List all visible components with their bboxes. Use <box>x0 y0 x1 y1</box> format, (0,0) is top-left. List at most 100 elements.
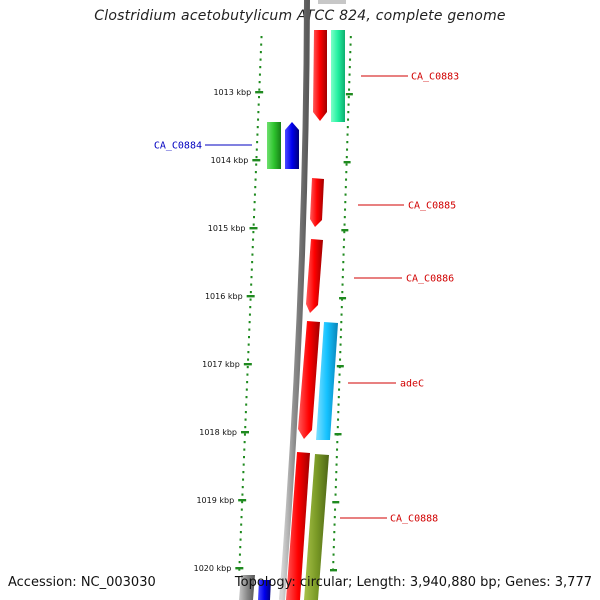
inner-ruler-dot <box>253 201 256 204</box>
outer-ruler-dot <box>338 373 341 376</box>
outer-ruler-dot <box>346 133 349 136</box>
inner-ruler-dot <box>241 501 244 504</box>
inner-ruler-dot <box>260 36 263 39</box>
outer-major-tick <box>341 229 349 232</box>
outer-ruler-dot <box>334 486 337 489</box>
outer-ruler-dot <box>340 328 343 331</box>
inner-ruler-dot <box>240 516 243 519</box>
outer-ruler-dot <box>336 426 339 429</box>
gene-CA_C0883-feature[interactable] <box>331 30 345 122</box>
outer-ruler-dot <box>342 268 345 271</box>
outer-ruler-dot <box>349 58 352 61</box>
outer-ruler-dot <box>339 336 342 339</box>
outer-ruler-dot <box>333 531 336 534</box>
inner-ruler-dot <box>258 96 260 99</box>
outer-ruler-dot <box>349 51 352 54</box>
inner-ruler-dot <box>257 111 260 114</box>
inner-ruler-dot <box>248 336 250 339</box>
outer-ruler-dot <box>347 103 350 106</box>
gene-CA_C0888-feature[interactable] <box>304 454 329 600</box>
gene-label-CA_C0884[interactable]: CA_C0884 <box>154 141 202 152</box>
kbp-tick-label: 1017 kbp <box>202 360 240 369</box>
outer-ruler-dot <box>334 493 337 496</box>
outer-ruler-dot <box>348 81 351 84</box>
gene-fragment-bottom-grey[interactable] <box>239 575 255 600</box>
inner-ruler-dot <box>243 448 246 451</box>
gene-label-adeC[interactable]: adeC <box>400 379 424 390</box>
inner-ruler-dot <box>250 283 253 286</box>
inner-ruler-dot <box>250 276 253 279</box>
inner-ruler-dot <box>238 553 241 556</box>
outer-ruler-dot <box>335 463 338 466</box>
inner-ruler-dot <box>254 178 257 181</box>
gene-label-CA_C0888[interactable]: CA_C0888 <box>390 514 438 525</box>
outer-ruler-dot <box>333 523 336 526</box>
outer-major-tick <box>330 569 337 572</box>
outer-ruler-dot <box>332 561 335 564</box>
inner-ruler-dot <box>241 493 244 496</box>
inner-ruler-dot <box>244 426 247 429</box>
inner-ruler-dot <box>242 471 245 474</box>
outer-ruler-dot <box>342 261 345 264</box>
inner-ruler-dot <box>245 396 248 399</box>
inner-ruler-dot <box>253 216 255 219</box>
gene-label-CA_C0883[interactable]: CA_C0883 <box>411 72 459 83</box>
inner-ruler-dot <box>244 418 247 421</box>
kbp-tick-mark <box>235 567 244 570</box>
gene-adeC-feature[interactable] <box>316 322 338 440</box>
inner-ruler-dot <box>249 291 252 294</box>
inner-ruler-dot <box>247 358 250 361</box>
inner-ruler-dot <box>246 373 249 376</box>
outer-ruler-dot <box>343 231 346 234</box>
inner-ruler-dot <box>240 523 243 526</box>
inner-ruler-dot <box>251 253 254 256</box>
kbp-tick-mark <box>246 295 255 298</box>
gene-CA_C0885-cds[interactable] <box>310 178 324 227</box>
gene-CA_C0884-cds[interactable] <box>285 122 299 169</box>
kbp-tick-label: 1015 kbp <box>208 224 246 233</box>
outer-ruler-dot <box>340 321 343 324</box>
inner-ruler-dot <box>239 538 242 541</box>
inner-ruler-dot <box>254 171 257 174</box>
inner-ruler-dot <box>242 478 245 481</box>
inner-ruler-dot <box>248 321 251 324</box>
gene-CA_C0884-feature[interactable] <box>267 122 281 169</box>
inner-ruler-dot <box>248 313 251 316</box>
gene-label-CA_C0886[interactable]: CA_C0886 <box>406 274 454 285</box>
outer-ruler-dot <box>338 381 341 384</box>
genome-info-text: Topology: circular; Length: 3,940,880 bp… <box>234 575 592 590</box>
inner-ruler-dot <box>238 561 241 564</box>
kbp-tick-label: 1014 kbp <box>211 156 249 165</box>
outer-ruler-dot <box>336 448 339 451</box>
inner-ruler-dot <box>248 328 251 331</box>
outer-ruler-dot <box>344 208 347 211</box>
gene-label-CA_C0885[interactable]: CA_C0885 <box>408 201 456 212</box>
gene-fragment-bottom-blue[interactable] <box>258 580 271 600</box>
gene-CA_C0883-cds[interactable] <box>313 30 327 121</box>
gene-fragment-top-grey[interactable] <box>318 0 346 4</box>
outer-ruler-dot <box>342 253 345 256</box>
inner-ruler-dot <box>259 58 262 61</box>
inner-ruler-dot <box>253 208 256 211</box>
outer-ruler-dot <box>344 186 347 189</box>
outer-ruler-dot <box>343 223 346 226</box>
outer-ruler-dot <box>338 388 341 391</box>
outer-ruler-dot <box>337 418 340 421</box>
kbp-tick-label: 1019 kbp <box>196 496 234 505</box>
outer-ruler-dot <box>332 546 335 549</box>
inner-ruler-dot <box>243 433 246 436</box>
inner-ruler-dot <box>251 261 254 264</box>
inner-ruler-dot <box>249 306 252 309</box>
inner-ruler-dot <box>257 118 260 121</box>
outer-ruler-dot <box>341 276 344 279</box>
inner-ruler-dot <box>247 343 250 346</box>
inner-ruler-dot <box>258 73 261 76</box>
inner-ruler-dot <box>244 411 247 414</box>
inner-ruler-dot <box>256 141 259 144</box>
gene-adeC-cds[interactable] <box>298 321 320 439</box>
gene-CA_C0886-cds[interactable] <box>306 239 323 313</box>
inner-ruler-dot <box>252 231 255 234</box>
gene-CA_C0888-cds[interactable] <box>286 452 310 600</box>
outer-ruler-dot <box>332 553 335 556</box>
kbp-tick-label: 1018 kbp <box>199 428 237 437</box>
